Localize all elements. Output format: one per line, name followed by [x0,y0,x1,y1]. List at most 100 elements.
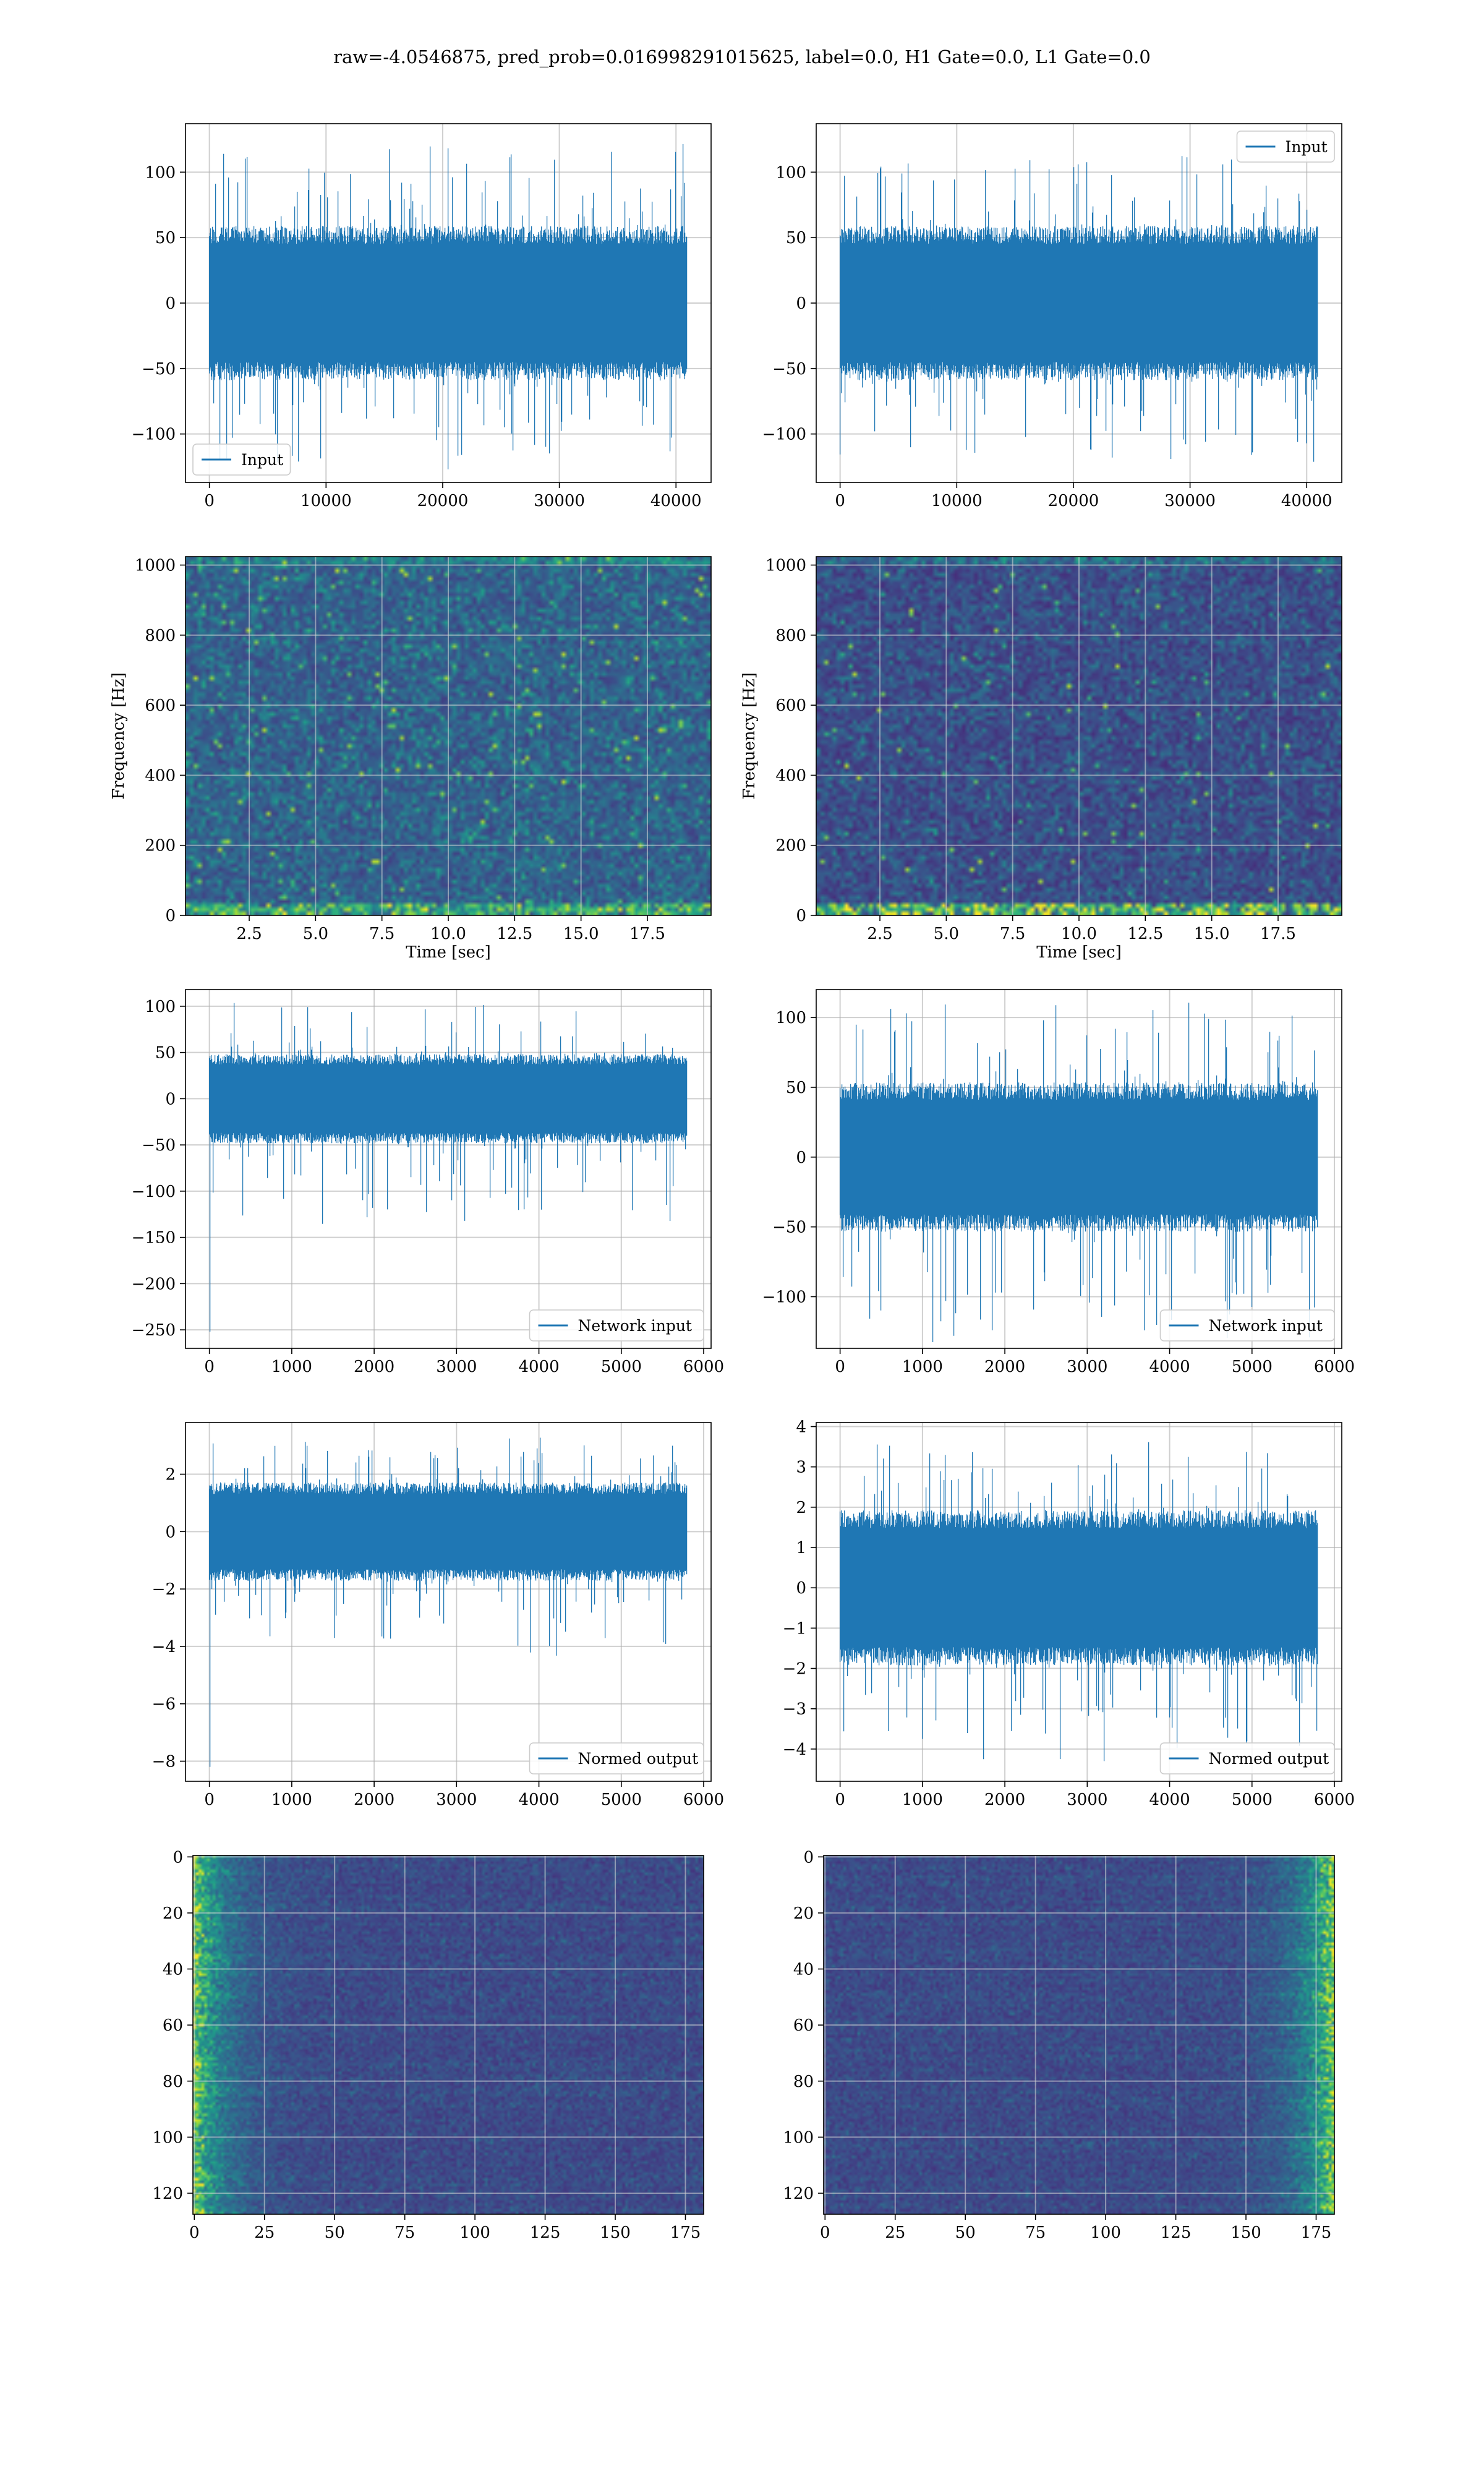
y-tick-label: 60 [793,2016,814,2035]
x-tick-label: 3000 [1067,1358,1107,1376]
y-tick-label: 600 [145,696,176,715]
subplot-p20: 0 1000 2000 3000 4000 5000 6000−250−200−150−10… [132,989,724,1376]
y-tick-label: 1 [796,1539,806,1557]
plot-area [186,557,711,915]
y-tick-label: −100 [762,426,806,444]
x-tick-label: 3000 [436,1358,477,1376]
x-tick-label: 5.0 [303,925,328,943]
y-tick-label: 400 [145,766,176,785]
x-tick-label: 40000 [650,492,702,510]
x-tick-label: 4000 [1149,1358,1190,1376]
plot-area [186,124,711,482]
x-tick-label: 10.0 [430,925,466,943]
y-tick-label: −4 [783,1740,806,1759]
x-tick-label: 1000 [271,1791,312,1809]
x-axis-label: Time [sec] [406,943,491,962]
y-tick-label: 0 [796,1579,806,1598]
x-tick-label: 175 [670,2224,701,2242]
legend-box [1159,1309,1335,1342]
y-tick-label: 40 [163,1961,183,1979]
y-tick-label: 100 [152,2128,183,2147]
x-tick-label: 40000 [1281,492,1333,510]
x-tick-label: 0 [204,492,215,510]
x-tick-label: 5.0 [934,925,959,943]
x-tick-label: 20000 [417,492,469,510]
y-axis-label: Frequency [Hz] [740,672,759,800]
signal-line [208,143,688,469]
y-axis-label: Frequency [Hz] [109,672,128,800]
y-tick-label: 0 [796,294,806,313]
axes-frame [192,1855,704,2215]
y-tick-label: 200 [775,837,806,855]
y-tick-label: 50 [155,1044,176,1063]
x-tick-label: 0 [204,1791,215,1809]
legend-box [529,1309,704,1342]
y-tick-label: −50 [142,1136,176,1155]
signal-line [839,1442,1318,1761]
y-tick-label: 200 [145,837,176,855]
y-tick-label: 50 [155,229,176,247]
signal-line [208,1437,688,1767]
x-tick-label: 15.0 [563,925,599,943]
y-tick-label: 100 [783,2128,814,2147]
x-tick-label: 6000 [683,1791,724,1809]
x-tick-label: 150 [600,2224,631,2242]
y-tick-label: 400 [775,766,806,785]
y-tick-label: −50 [772,360,806,379]
x-tick-label: 20000 [1048,492,1099,510]
plot-area [186,990,711,1348]
plot-area [816,124,1342,482]
legend-box [529,1742,704,1774]
legend-box [1159,1742,1335,1774]
x-tick-label: 75 [1025,2224,1046,2242]
y-tick-label: −100 [132,1183,176,1201]
y-tick-label: 100 [145,163,176,182]
y-tick-label: 120 [783,2185,814,2203]
x-tick-label: 10.0 [1061,925,1097,943]
x-tick-label: 15.0 [1194,925,1230,943]
y-tick-label: 0 [165,907,176,925]
x-tick-label: 0 [835,1358,845,1376]
y-tick-label: 50 [786,229,806,247]
x-tick-label: 2.5 [867,925,892,943]
subplot-p01: 0 10000 20000 30000 40000 −100 −50 0 50 100 Input [762,123,1342,510]
y-tick-label: 20 [793,1904,814,1923]
x-tick-label: 175 [1301,2224,1332,2242]
x-tick-label: 30000 [1164,492,1216,510]
x-tick-label: 0 [189,2224,200,2242]
x-tick-label: 7.5 [369,925,394,943]
axes-frame [185,1422,712,1782]
legend-box [192,443,291,476]
y-tick-label: 120 [152,2185,183,2203]
legend: Normed output [1159,1742,1335,1774]
x-tick-label: 25 [254,2224,275,2242]
signal-line [839,1003,1318,1342]
subplot-p40: 0 25 50 75 100 125 150 175 0 20 40 60 80 100 120 [152,1848,704,2242]
x-tick-label: 125 [1161,2224,1192,2242]
x-tick-label: 30000 [534,492,585,510]
x-tick-label: 0 [204,1358,215,1376]
y-tick-label: 60 [163,2016,183,2035]
x-tick-label: 5000 [601,1791,642,1809]
x-tick-label: 0 [820,2224,830,2242]
plot-area [816,557,1342,915]
axes-frame [816,989,1342,1349]
y-tick-label: −8 [152,1753,176,1771]
y-tick-label: 4 [796,1418,806,1437]
y-tick-label: 3 [796,1458,806,1477]
y-tick-label: 800 [145,627,176,645]
x-tick-label: 25 [885,2224,905,2242]
x-tick-label: 2000 [984,1358,1025,1376]
x-tick-label: 2000 [354,1791,394,1809]
legend: Normed output [529,1742,704,1774]
x-tick-label: 3000 [1067,1791,1107,1809]
plot-area [816,1423,1342,1781]
subplot-p10: 2.5 5.0 7.5 10.0 12.5 15.0 17.5 0 200 400 600 800 10… [109,556,712,962]
plot-area [186,1423,711,1781]
legend-label: Normed output [578,1750,699,1768]
x-tick-label: 100 [459,2224,490,2242]
y-tick-label: 0 [796,907,806,925]
subplot-p31: 0 1000 2000 3000 4000 5000 6000 −4 −3 −2 −1 0 1 2 3 4 No… [783,1418,1355,1809]
x-tick-label: 150 [1230,2224,1261,2242]
